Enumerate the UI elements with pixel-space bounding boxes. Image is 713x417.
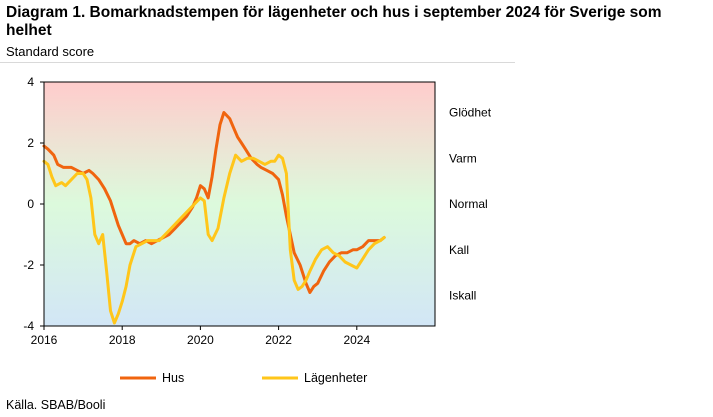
y-tick-label: 0 (27, 197, 34, 211)
chart-title: Diagram 1. Bomarknadstempen för lägenhet… (6, 4, 662, 39)
x-tick-label: 2018 (109, 333, 136, 347)
series-line-hus (42, 111, 386, 294)
band-label: Varm (449, 151, 477, 165)
y-tick-label: -2 (23, 258, 34, 272)
x-tick-label: 2016 (31, 333, 58, 347)
title-divider (0, 62, 515, 63)
legend: Hus Lägenheter (120, 371, 367, 385)
y-tick-label: -4 (23, 319, 34, 333)
band-label: Glödhet (449, 106, 492, 120)
band-label: Kall (449, 243, 469, 257)
legend-label: Lägenheter (304, 371, 367, 385)
source-note: Källa. SBAB/Booli (6, 398, 106, 412)
legend-label: Hus (162, 371, 184, 385)
y-tick-label: 4 (27, 75, 34, 89)
band-label: Normal (449, 197, 488, 211)
series-layer (42, 111, 386, 325)
plot-background (44, 82, 435, 326)
band-labels: Glödhet Varm Normal Kall Iskall (449, 106, 492, 303)
x-tick-label: 2022 (265, 333, 292, 347)
series-line-lagenheter (42, 153, 386, 325)
x-tick-label: 2020 (187, 333, 214, 347)
x-tick-label: 2024 (343, 333, 370, 347)
band-label: Iskall (449, 289, 476, 303)
y-tick-label: 2 (27, 136, 34, 150)
y-axis-label: Standard score (6, 44, 95, 59)
